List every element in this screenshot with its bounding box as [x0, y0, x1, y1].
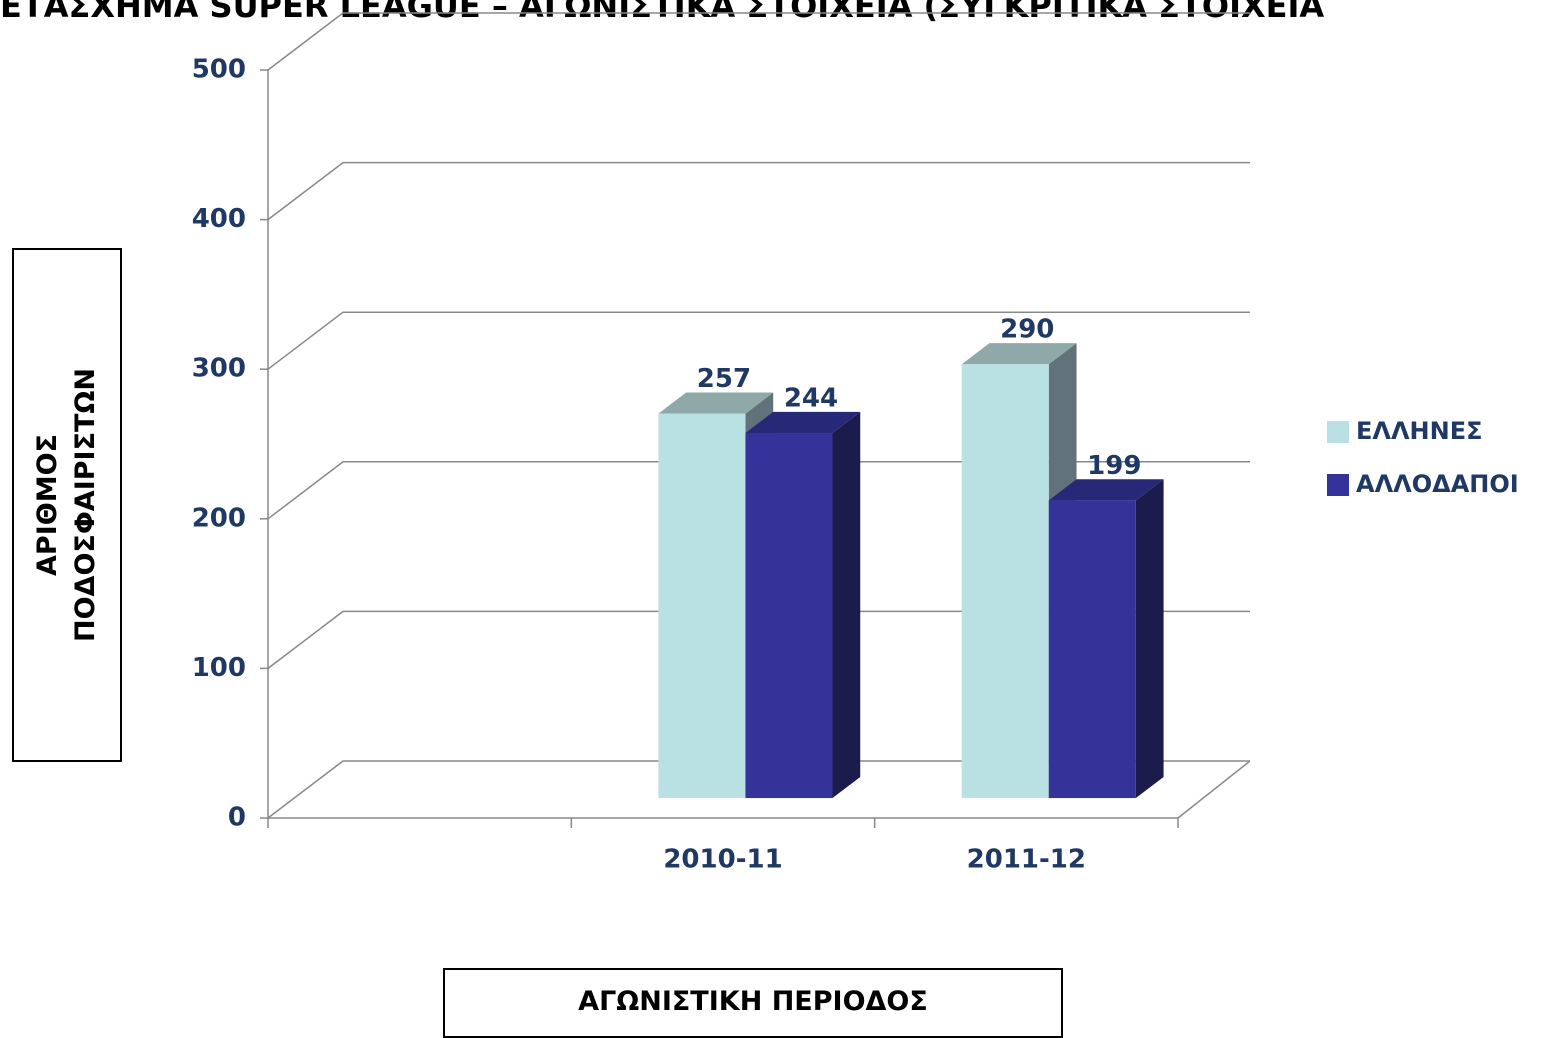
bar-side [832, 411, 861, 799]
legend-swatch [1327, 474, 1349, 496]
y-tick-label: 400 [192, 204, 246, 234]
bar [961, 364, 1049, 799]
grid-line [267, 461, 1250, 520]
value-label: 199 [1087, 451, 1141, 481]
grid-line [267, 760, 1250, 819]
legend-label: ΕΛΛΗΝΕΣ [1356, 417, 1483, 445]
bar [1048, 500, 1136, 799]
grid-line [267, 311, 1250, 370]
value-label: 244 [784, 384, 838, 414]
legend-label: ΑΛΛΟΔΑΠΟΙ [1356, 470, 1519, 498]
y-axis-title: ΑΡΙΘΜΟΣ ΠΟΔΟΣΦΑΙΡΙΣΤΩΝ [32, 368, 101, 642]
y-tick-label: 100 [192, 653, 246, 683]
bar-top [745, 411, 861, 434]
legend-swatch [1327, 421, 1349, 443]
y-tick-label: 300 [192, 354, 246, 384]
grid-line [267, 12, 1250, 71]
bar-side [1135, 479, 1164, 799]
grid-line [267, 610, 1250, 669]
y-tick-label: 200 [192, 503, 246, 533]
y-axis-title-box: ΑΡΙΘΜΟΣ ΠΟΔΟΣΦΑΙΡΙΣΤΩΝ [12, 248, 122, 762]
y-tick-label: 0 [228, 803, 246, 833]
bar-top [1048, 479, 1164, 501]
grid-line [267, 161, 1250, 221]
floor-edge [1177, 760, 1251, 819]
y-tick-label: 500 [192, 55, 246, 85]
bar [658, 413, 746, 799]
x-tick-label: 2010-11 [663, 845, 782, 875]
value-label: 290 [1000, 315, 1054, 345]
bar-top [961, 343, 1077, 365]
x-axis-title: ΑΓΩΝΙΣΤΙΚΗ ΠΕΡΙΟΔΟΣ [443, 968, 1063, 1038]
bar [745, 433, 833, 799]
bar-top [658, 392, 774, 414]
value-label: 257 [697, 364, 751, 394]
x-tick-label: 2011-12 [967, 845, 1086, 875]
